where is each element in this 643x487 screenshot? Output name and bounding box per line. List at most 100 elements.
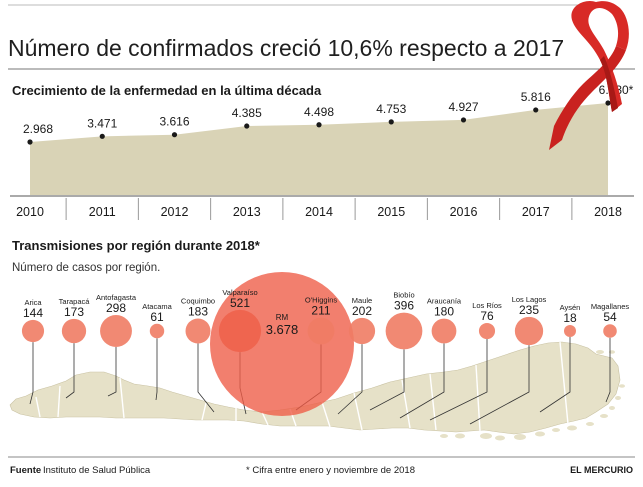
x-tick-label: 2017: [522, 205, 550, 219]
island: [455, 433, 465, 439]
region-border: [119, 377, 125, 419]
chile-map: [9, 341, 625, 441]
region-border: [559, 341, 569, 425]
region-name: Arica: [24, 298, 42, 307]
region-value: 144: [23, 306, 43, 320]
region-bubble: [185, 318, 211, 344]
region-name: Valparaíso: [222, 288, 257, 297]
region-bubble: [307, 317, 335, 345]
area-point: [460, 117, 467, 123]
region-bubble: [21, 319, 45, 343]
area-point: [316, 122, 322, 128]
region-bubble: [100, 315, 132, 347]
x-tick-label: 2015: [377, 205, 405, 219]
region-name: Aysén: [560, 303, 581, 312]
island: [596, 350, 604, 354]
region-bubble: [514, 316, 544, 346]
area-chart: 2.968 3.471 3.616 4.385 4.498 4.753 4.927 5.816…: [10, 83, 634, 220]
region-value: 298: [106, 301, 126, 315]
region-bubble: [603, 324, 617, 338]
region-bubble: [564, 325, 576, 337]
leader-line: [605, 337, 611, 403]
leader-line: [369, 349, 405, 411]
area-point: [605, 100, 611, 106]
region-value: 211: [311, 304, 330, 318]
island: [440, 434, 448, 438]
island: [535, 431, 545, 437]
region-bubble: [149, 323, 165, 339]
region-value: 61: [150, 310, 164, 324]
region-name: RM: [276, 313, 289, 322]
leader-line: [29, 342, 34, 405]
region-border: [429, 373, 437, 431]
region-value: 180: [434, 305, 454, 319]
region-value: 183: [188, 305, 208, 319]
area-chart-title: Crecimiento de la enfermedad en la últim…: [12, 83, 322, 98]
footer-brand: EL MERCURIO: [570, 465, 633, 475]
area-value-label: 3.616: [159, 115, 189, 129]
region-value: 54: [603, 310, 617, 324]
area-point: [388, 119, 394, 125]
leader-line: [469, 345, 530, 425]
region-value: 76: [480, 309, 494, 323]
bubble-chart-subtitle: Número de casos por región.: [12, 262, 160, 274]
island: [552, 428, 560, 432]
island: [615, 396, 621, 400]
region-value: 202: [352, 304, 372, 318]
area-point: [171, 132, 178, 138]
leader-line: [65, 343, 75, 399]
region-name: Antofagasta: [96, 293, 137, 302]
region-name: O'Higgins: [305, 296, 338, 305]
leader-line: [107, 346, 117, 397]
region-name: Los Ríos: [472, 301, 502, 310]
area-value-label: 4.498: [304, 105, 334, 119]
area-value-label: 3.471: [87, 116, 117, 130]
region-name: Atacama: [142, 302, 172, 311]
x-tick-label: 2018: [594, 205, 622, 219]
x-tick-label: 2010: [16, 205, 44, 219]
leader-line: [155, 338, 158, 401]
leader-line: [399, 343, 445, 419]
region-name: Araucanía: [427, 297, 462, 306]
area-point: [99, 133, 105, 139]
region-border: [353, 392, 363, 431]
bubble-chart-title: Transmisiones por región durante 2018*: [12, 238, 261, 253]
island: [567, 425, 577, 431]
region-border: [201, 402, 207, 421]
region-bubble: [385, 312, 423, 350]
region-bubble: [431, 318, 457, 344]
island: [495, 435, 505, 441]
region-name: Biobío: [393, 291, 414, 300]
region-value: 396: [394, 299, 414, 313]
region-name: Maule: [352, 296, 372, 305]
region-value: 173: [64, 305, 84, 319]
leader-line: [197, 343, 215, 413]
island: [586, 422, 594, 426]
area-value-label: 2.968: [23, 122, 53, 136]
x-tick-label: 2013: [233, 205, 261, 219]
leader-line: [337, 344, 363, 415]
region-value: 18: [563, 311, 577, 325]
x-tick-label: 2014: [305, 205, 333, 219]
region-border: [475, 364, 481, 432]
island: [480, 433, 492, 439]
region-border: [261, 411, 269, 426]
red-awareness-ribbon-icon: [549, 0, 629, 150]
area-value-label: 4.385: [232, 106, 262, 120]
region-border: [321, 401, 331, 428]
area-point: [27, 139, 33, 145]
region-border: [35, 396, 41, 418]
footer-source: Instituto de Salud Pública: [43, 465, 151, 476]
region-bubble: [348, 317, 376, 345]
island: [619, 384, 625, 388]
island: [600, 414, 608, 418]
island: [609, 406, 615, 410]
leader-line: [539, 337, 571, 413]
region-border: [401, 379, 411, 429]
x-tick-label: 2012: [161, 205, 189, 219]
region-name: Tarapacá: [59, 297, 91, 306]
region-border: [57, 385, 61, 418]
chile-map-body: [9, 341, 621, 435]
headline: Número de confirmados creció 10,6% respe…: [8, 35, 564, 61]
